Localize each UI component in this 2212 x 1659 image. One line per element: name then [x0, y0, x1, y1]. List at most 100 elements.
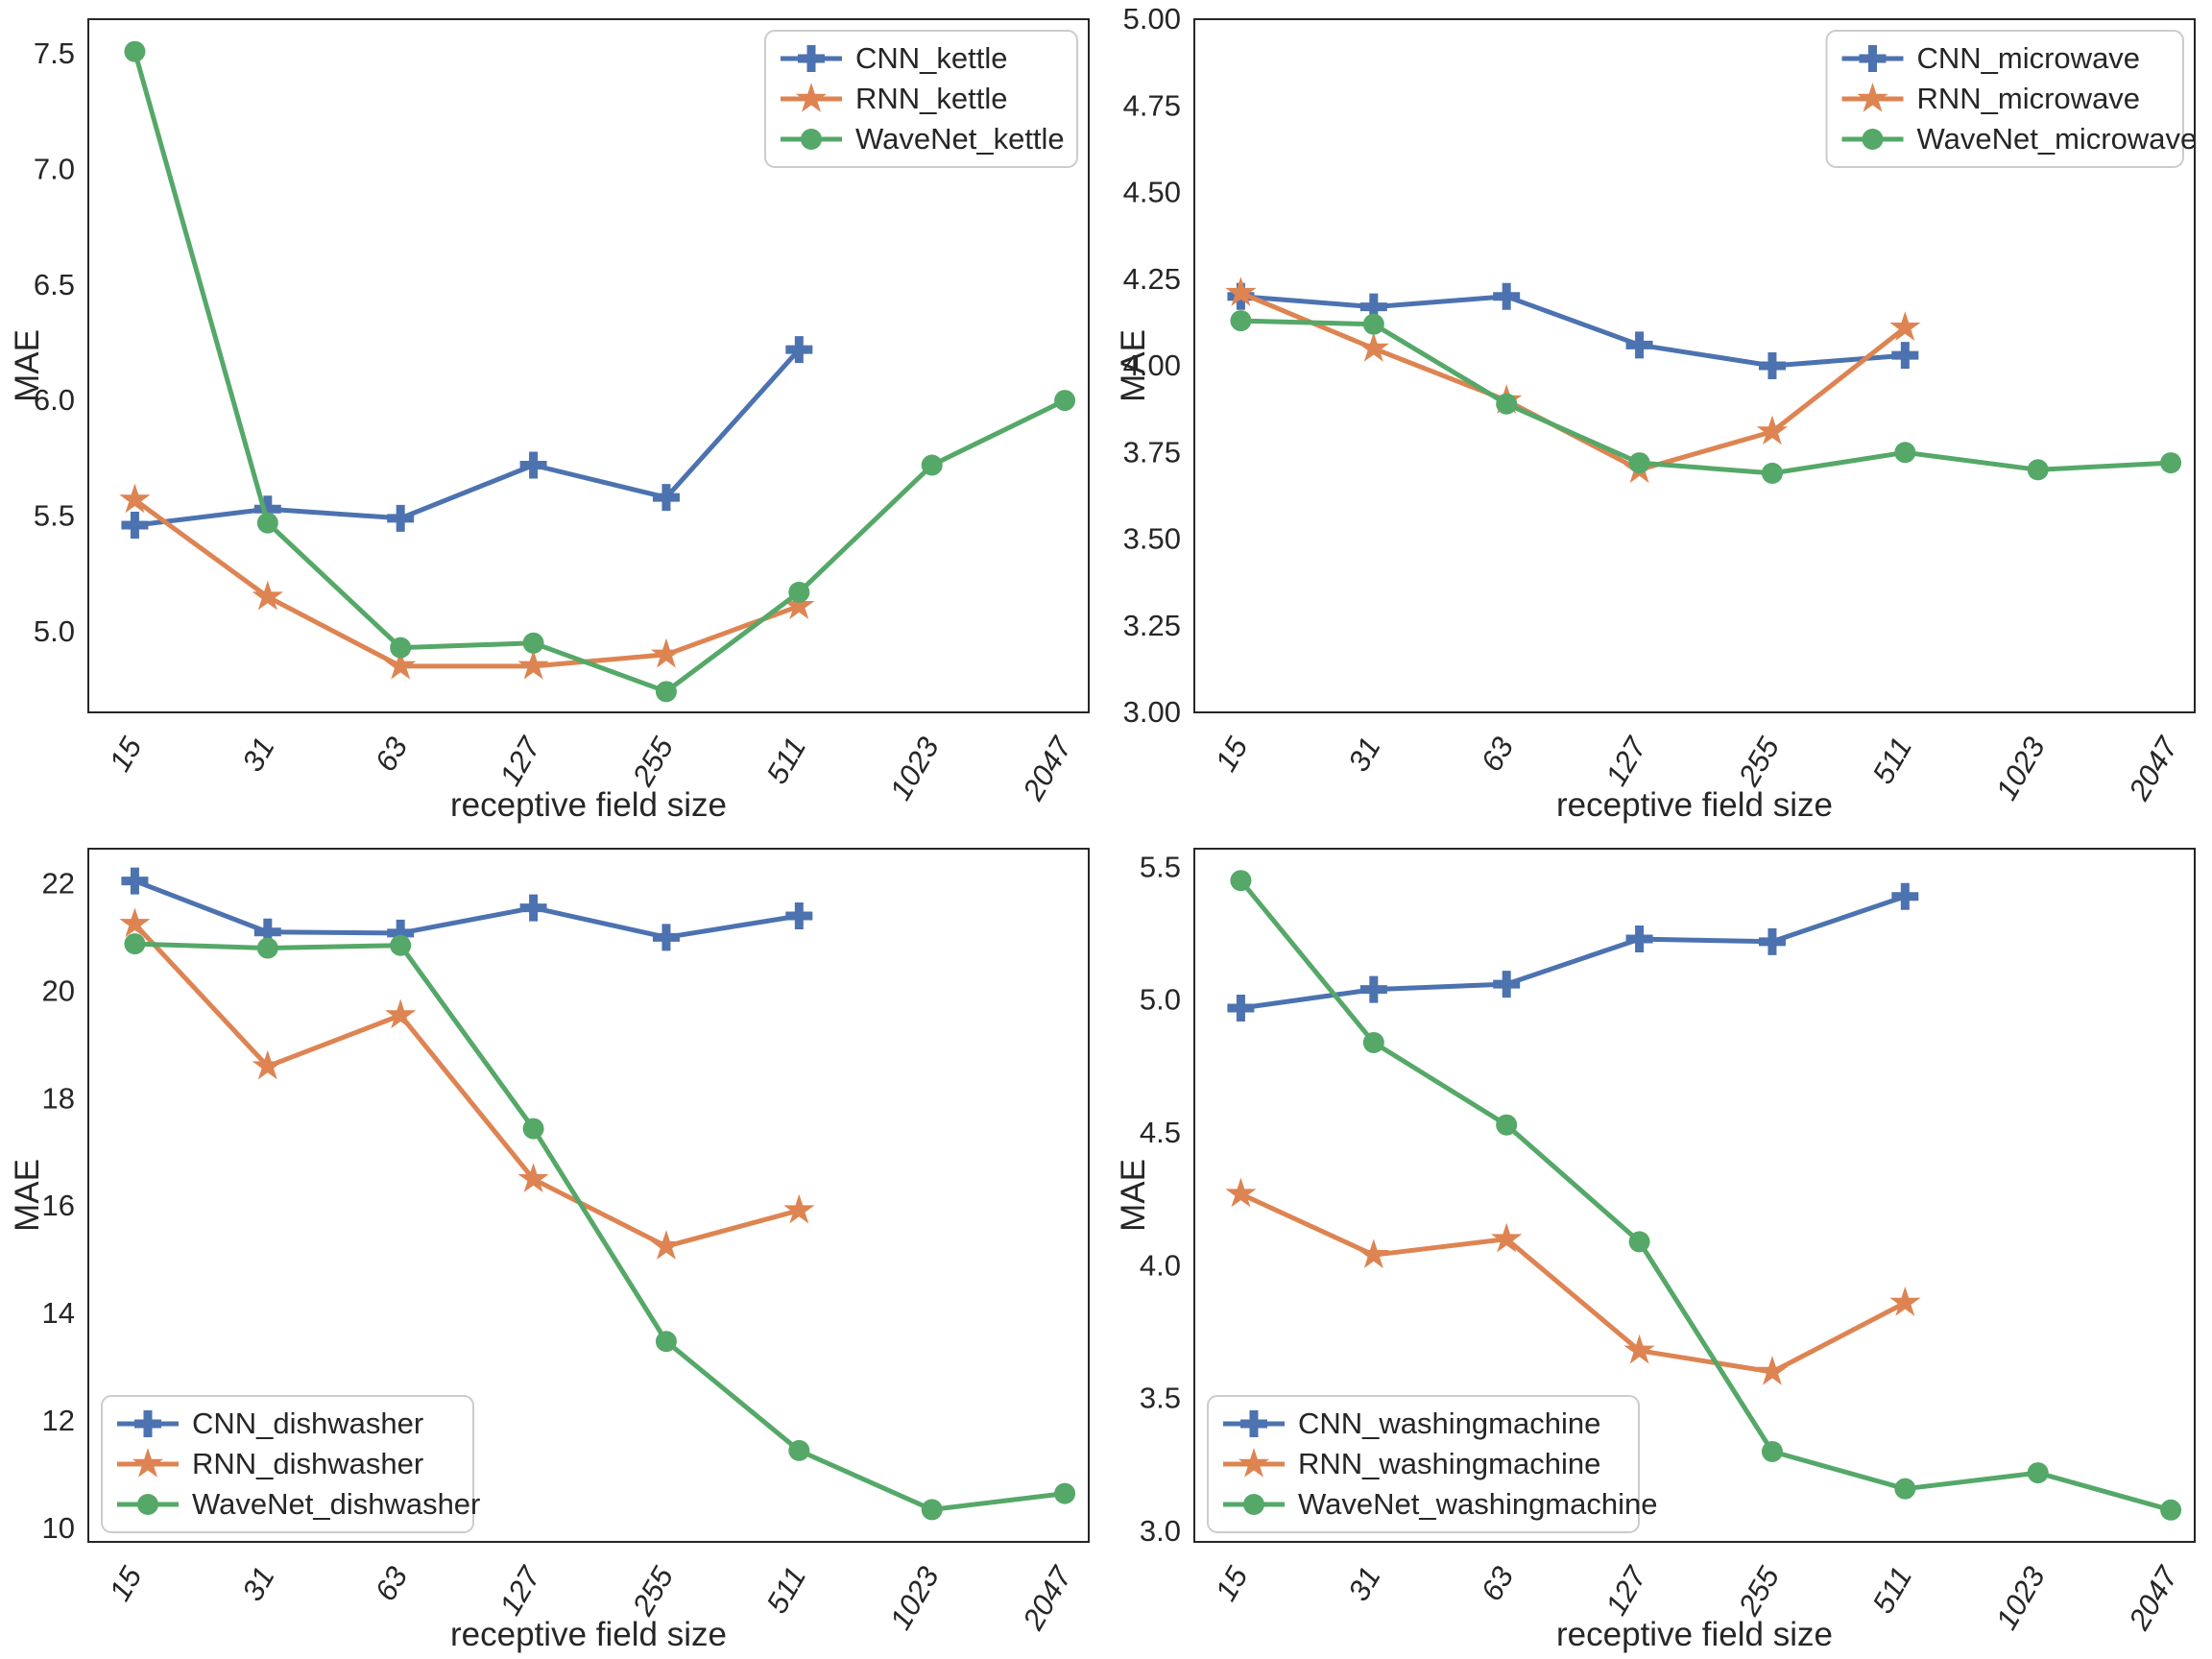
legend-item-RNN_microwave: RNN_microwave: [1841, 82, 2141, 115]
legend-item-WaveNet_dishwasher: WaveNet_dishwasher: [117, 1487, 480, 1521]
series-CNN_dishwasher: [121, 867, 813, 951]
legend-label: CNN_microwave: [1917, 41, 2141, 75]
chart-svg-kettle: 5.05.56.06.57.07.515 31 63 127 255 511 1023 204…: [0, 0, 1106, 830]
marker-CNN_kettle: [785, 336, 813, 364]
marker-CNN_washingmachine: [1758, 927, 1786, 955]
marker-WaveNet_microwave: [1230, 310, 1252, 332]
marker-WaveNet_microwave: [1894, 442, 1916, 464]
legend-label: RNN_washingmachine: [1298, 1447, 1600, 1480]
marker-WaveNet_washingmachine: [1628, 1231, 1650, 1253]
x-axis-label: receptive field size: [1556, 1616, 1833, 1653]
marker-CNN_dishwasher: [519, 894, 547, 922]
marker-WaveNet_washingmachine: [1761, 1440, 1783, 1462]
legend-marker-circle: [137, 1494, 158, 1515]
chart-microwave: 3.00 3.25 3.50 3.75 4.00 4.25 4.50 4.75 5.00 15 31…: [1106, 0, 2212, 830]
marker-CNN_dishwasher: [652, 924, 680, 951]
line-CNN_kettle: [132, 347, 802, 528]
y-tick-label: 20: [42, 974, 75, 1007]
legend-item-WaveNet_washingmachine: WaveNet_washingmachine: [1223, 1487, 1657, 1521]
series-CNN_microwave: [1227, 282, 1919, 379]
marker-CNN_microwave: [1493, 282, 1521, 310]
y-tick-label: 5.5: [34, 498, 75, 532]
legend-item-CNN_kettle: CNN_kettle: [781, 41, 1008, 75]
series-CNN_kettle: [121, 336, 813, 540]
marker-RNN_washingmachine: [1623, 1334, 1655, 1364]
line-RNN_dishwasher: [132, 921, 802, 1249]
marker-CNN_washingmachine: [1625, 926, 1653, 953]
marker-CNN_microwave: [1625, 331, 1653, 359]
marker-WaveNet_microwave: [1496, 393, 1518, 415]
y-tick-label: 3.5: [1140, 1382, 1181, 1415]
marker-WaveNet_washingmachine: [1230, 870, 1252, 892]
y-tick-label: 3.0: [1140, 1514, 1181, 1548]
legend: CNN_kettle RNN_kettle WaveNet_kettle: [764, 30, 1078, 168]
x-axis-label: receptive field size: [450, 1616, 727, 1653]
y-tick-label: 3.25: [1123, 609, 1181, 642]
marker-CNN_washingmachine: [1891, 882, 1919, 910]
y-tick-label: 12: [42, 1404, 75, 1437]
y-tick-label: 6.5: [34, 268, 75, 301]
marker-RNN_dishwasher: [252, 1049, 283, 1080]
legend-box: [1825, 30, 2184, 168]
series-WaveNet_kettle: [124, 40, 1076, 703]
legend-marker-plus: [134, 1410, 161, 1437]
legend-marker-circle: [801, 129, 822, 150]
marker-WaveNet_dishwasher: [256, 937, 278, 959]
y-tick-label: 14: [42, 1296, 75, 1330]
marker-WaveNet_microwave: [1761, 462, 1783, 484]
y-tick-label: 22: [42, 866, 75, 900]
marker-WaveNet_dishwasher: [522, 1118, 544, 1140]
line-WaveNet_dishwasher: [132, 941, 1068, 1512]
marker-RNN_dishwasher: [119, 907, 151, 938]
y-tick-label: 4.75: [1123, 88, 1181, 122]
marker-WaveNet_microwave: [1628, 452, 1650, 474]
legend-marker-circle: [1862, 129, 1884, 150]
marker-WaveNet_dishwasher: [655, 1331, 677, 1353]
series-WaveNet_microwave: [1230, 310, 2182, 484]
marker-RNN_washingmachine: [1756, 1356, 1789, 1385]
marker-WaveNet_microwave: [1362, 313, 1384, 335]
legend-label: RNN_kettle: [855, 82, 1008, 115]
legend-item-RNN_washingmachine: RNN_washingmachine: [1223, 1447, 1600, 1480]
legend-item-CNN_microwave: CNN_microwave: [1841, 41, 2141, 75]
marker-RNN_kettle: [119, 483, 151, 514]
marker-CNN_washingmachine: [1227, 994, 1255, 1022]
legend-marker-plus: [1859, 45, 1887, 72]
legend-item-CNN_washingmachine: CNN_washingmachine: [1223, 1407, 1600, 1440]
legend-item-WaveNet_microwave: WaveNet_microwave: [1841, 122, 2197, 156]
y-tick-label: 16: [42, 1189, 75, 1222]
y-tick-label: 18: [42, 1081, 75, 1115]
legend-box: [1207, 1395, 1640, 1533]
marker-RNN_washingmachine: [1225, 1177, 1257, 1208]
marker-WaveNet_washingmachine: [1496, 1114, 1518, 1136]
marker-RNN_washingmachine: [1491, 1222, 1523, 1253]
y-tick-label: 4.0: [1140, 1248, 1181, 1282]
y-axis-label: MAE: [1115, 1159, 1152, 1232]
legend-label: WaveNet_dishwasher: [192, 1487, 480, 1521]
line-CNN_dishwasher: [132, 878, 802, 940]
legend-label: CNN_kettle: [855, 41, 1008, 75]
y-tick-label: 4.00: [1123, 349, 1181, 382]
y-tick-label: 6.0: [34, 383, 75, 417]
marker-RNN_kettle: [783, 589, 815, 619]
legend: CNN_microwave RNN_microwave WaveNet_microw…: [1825, 30, 2197, 168]
y-tick-label: 4.25: [1123, 262, 1181, 296]
y-tick-label: 7.5: [34, 36, 75, 70]
marker-WaveNet_kettle: [124, 40, 146, 62]
marker-CNN_dishwasher: [121, 867, 149, 895]
legend: CNN_dishwasher RNN_dishwasher WaveNet_dish…: [101, 1395, 480, 1533]
marker-CNN_microwave: [1758, 352, 1786, 379]
legend-marker-star: [1238, 1448, 1270, 1478]
y-tick-label: 4.50: [1123, 176, 1181, 209]
y-tick-label: 4.5: [1140, 1116, 1181, 1149]
marker-WaveNet_dishwasher: [124, 933, 146, 955]
marker-CNN_kettle: [387, 504, 415, 532]
marker-CNN_washingmachine: [1493, 971, 1521, 998]
marker-RNN_microwave: [1756, 415, 1789, 445]
legend-label: RNN_microwave: [1917, 82, 2141, 115]
marker-CNN_microwave: [1891, 342, 1919, 370]
legend-marker-plus: [1240, 1410, 1267, 1437]
chart-dishwasher: 10 12 14 16 18 20 22 15 31 63 127 255 511 1023 2047 rec…: [0, 830, 1106, 1659]
